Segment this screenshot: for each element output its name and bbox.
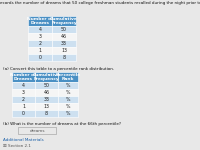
Bar <box>35 89 58 96</box>
Text: 4: 4 <box>22 83 25 88</box>
Text: 1: 1 <box>22 104 25 109</box>
Bar <box>28 47 52 54</box>
Text: 50: 50 <box>61 27 67 32</box>
Text: %: % <box>66 97 70 102</box>
Text: 46: 46 <box>61 34 67 39</box>
Text: (a) Convert this table to a percentile rank distribution.: (a) Convert this table to a percentile r… <box>3 67 114 71</box>
Text: 0: 0 <box>38 55 42 60</box>
Text: 4: 4 <box>38 27 42 32</box>
Text: %: % <box>66 90 70 95</box>
Bar <box>12 103 35 110</box>
Text: Number of
Dreams: Number of Dreams <box>27 17 53 25</box>
Text: %: % <box>66 83 70 88</box>
Bar <box>52 54 76 61</box>
Text: Cumulative
Frequency: Cumulative Frequency <box>50 17 78 25</box>
Text: 33: 33 <box>61 41 67 46</box>
Bar <box>28 54 52 61</box>
Bar <box>52 47 76 54</box>
Bar <box>35 103 58 110</box>
Text: 2: 2 <box>22 97 25 102</box>
Bar <box>35 110 58 117</box>
Text: 33: 33 <box>44 97 50 102</box>
Text: 1: 1 <box>38 48 42 53</box>
Bar <box>52 16 76 26</box>
Bar <box>52 40 76 47</box>
Text: Cumulative
Frequency: Cumulative Frequency <box>33 73 60 81</box>
Text: Number of
Dreams: Number of Dreams <box>10 73 37 81</box>
Bar <box>28 26 52 33</box>
Bar <box>58 72 78 82</box>
Bar <box>12 89 35 96</box>
Text: Additional Materials: Additional Materials <box>3 138 44 142</box>
Bar <box>12 110 35 117</box>
Bar <box>28 16 52 26</box>
Text: ☒ Section 2.1: ☒ Section 2.1 <box>3 144 31 148</box>
Bar <box>52 33 76 40</box>
Bar <box>58 82 78 89</box>
Text: 50: 50 <box>44 83 50 88</box>
Bar <box>12 82 35 89</box>
Bar <box>35 72 58 82</box>
Text: 2: 2 <box>38 41 42 46</box>
Text: 46: 46 <box>44 90 50 95</box>
Text: 8: 8 <box>62 55 66 60</box>
Text: 3: 3 <box>22 90 25 95</box>
Bar <box>58 96 78 103</box>
Text: 3: 3 <box>38 34 42 39</box>
Bar <box>28 40 52 47</box>
Bar <box>58 110 78 117</box>
Bar <box>28 33 52 40</box>
Text: %: % <box>66 104 70 109</box>
Text: 8: 8 <box>45 111 48 116</box>
Bar <box>58 89 78 96</box>
Bar <box>35 82 58 89</box>
Bar <box>12 96 35 103</box>
Bar <box>12 72 35 82</box>
Text: 13: 13 <box>61 48 67 53</box>
Text: (b) What is the number of dreams at the 66th percentile?: (b) What is the number of dreams at the … <box>3 122 121 126</box>
Text: %: % <box>66 111 70 116</box>
Text: 13: 13 <box>44 104 50 109</box>
Text: A researcher records the number of dreams that 50 college freshman students reca: A researcher records the number of dream… <box>0 1 200 5</box>
Text: 0: 0 <box>22 111 25 116</box>
Bar <box>18 127 56 134</box>
Bar <box>58 103 78 110</box>
Text: dreams: dreams <box>29 129 45 132</box>
Text: Percentile
Rank: Percentile Rank <box>55 73 81 81</box>
Bar <box>35 96 58 103</box>
Bar <box>52 26 76 33</box>
